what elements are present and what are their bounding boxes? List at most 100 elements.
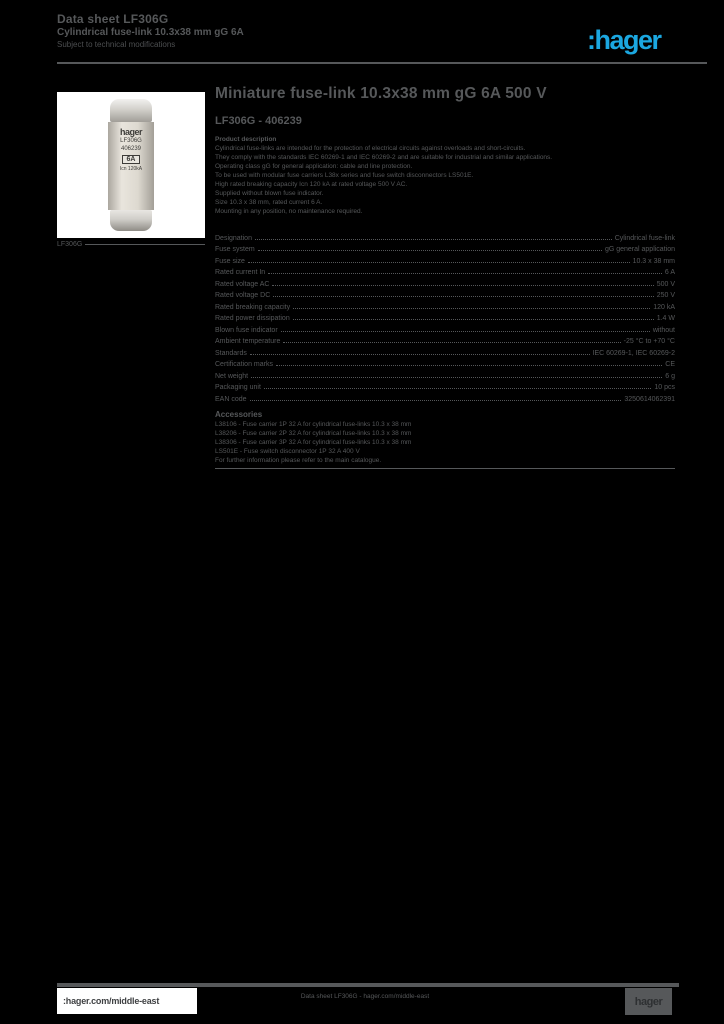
footer-logo-block: hager	[625, 988, 672, 1015]
accessories-line: L38306 - Fuse carrier 3P 32 A for cylind…	[215, 438, 412, 446]
description-line: Supplied without blown fuse indicator.	[215, 190, 324, 197]
spec-value: CE	[665, 361, 675, 368]
leader-line	[247, 261, 630, 263]
description-line: Mounting in any position, no maintenance…	[215, 208, 363, 215]
description-line: Size 10.3 x 38 mm, rated current 6 A.	[215, 199, 323, 206]
spec-value: 120 kA	[653, 303, 675, 311]
leader-line	[251, 376, 663, 378]
header-line-3: Subject to technical modifications	[57, 40, 176, 49]
header-divider	[57, 62, 707, 64]
accessories-line: L38106 - Fuse carrier 1P 32 A for cylind…	[215, 420, 412, 428]
leader-line	[273, 296, 654, 297]
description-block: Cylindrical fuse-links are intended for …	[215, 144, 675, 216]
leader-line	[280, 330, 650, 332]
spec-row: Certification marks CE	[215, 357, 675, 368]
leader-line	[272, 284, 654, 286]
spec-value: 6 A	[664, 269, 675, 276]
header-text-block: Data sheet LF306G Cylindrical fuse-link …	[57, 13, 297, 50]
spec-label: Rated power dissipation	[215, 315, 290, 322]
description-line: Cylindrical fuse-links are intended for …	[215, 145, 526, 152]
spec-label: Rated breaking capacity	[215, 303, 291, 311]
spec-label: Rated voltage DC	[215, 292, 271, 299]
leader-line	[283, 342, 621, 343]
section-divider	[215, 467, 675, 469]
spec-value: 1.4 W	[656, 315, 675, 322]
footer-center-text: Data sheet LF306G - hager.com/middle-eas…	[300, 993, 430, 1000]
spec-row: Standards IEC 60269-1, IEC 60269-2	[215, 345, 675, 357]
fuse-rating-label: 6A	[121, 155, 141, 164]
spec-label: Fuse size	[215, 257, 245, 265]
footer-website-link[interactable]: :hager.com/middle-east	[57, 988, 197, 1014]
leader-line	[263, 388, 652, 389]
description-line: They comply with the standards IEC 60269…	[215, 154, 553, 161]
spec-label: Standards	[215, 349, 247, 357]
accessories-line: For further information please refer to …	[215, 456, 382, 464]
main-content: Miniature fuse-link 10.3x38 mm gG 6A 500…	[215, 85, 675, 469]
spec-row: EAN code 3250614062391	[215, 391, 675, 403]
fuse-body: hager LF306G 406239 6A Icn 120kA	[108, 122, 154, 210]
spec-label: Ambient temperature	[215, 338, 281, 345]
footer-divider-bar	[57, 983, 679, 987]
photo-caption-row: LF306G	[57, 240, 205, 249]
accessories-block: L38106 - Fuse carrier 1P 32 A for cylind…	[215, 420, 675, 465]
spec-value: 3250614062391	[624, 395, 675, 403]
product-photo: hager LF306G 406239 6A Icn 120kA	[57, 92, 205, 238]
spec-value: 10.3 x 38 mm	[632, 257, 675, 265]
photo-caption: LF306G	[57, 241, 83, 248]
leader-line	[254, 238, 612, 240]
spec-value: -25 °C to +70 °C	[623, 338, 675, 345]
hager-logo: :hager	[587, 25, 662, 55]
spec-row: Rated current In 6 A	[215, 265, 675, 276]
leader-line	[249, 353, 590, 355]
spec-row: Fuse system gG general application	[215, 242, 675, 253]
spec-value: without	[652, 326, 675, 334]
spec-label: Net weight	[215, 372, 249, 380]
fuse-brand-label: hager	[119, 127, 143, 137]
spec-label: Fuse system	[215, 246, 255, 253]
fuse-reference-label: LF306G	[120, 138, 142, 144]
fuse-code-label: 406239	[120, 146, 142, 152]
spec-value: 6 g	[665, 372, 675, 380]
description-line: High rated breaking capacity Icn 120 kA …	[215, 181, 408, 188]
leader-line	[257, 250, 602, 251]
spec-row: Net weight 6 g	[215, 368, 675, 380]
description-heading: Product description	[215, 136, 277, 143]
spec-label: Packaging unit	[215, 384, 261, 391]
spec-row: Rated voltage DC 250 V	[215, 288, 675, 299]
description-line: Operating class gG for general applicati…	[215, 163, 413, 170]
spec-value: 500 V	[656, 280, 675, 288]
caption-divider	[85, 244, 205, 245]
spec-row: Packaging unit 10 pcs	[215, 380, 675, 391]
spec-row: Fuse size 10.3 x 38 mm	[215, 253, 675, 265]
spec-value: 10 pcs	[654, 384, 675, 391]
spec-table: Designation Cylindrical fuse-link Fuse sy…	[215, 230, 675, 403]
spec-row: Designation Cylindrical fuse-link	[215, 230, 675, 242]
spec-value: gG general application	[604, 246, 675, 253]
spec-label: Certification marks	[215, 361, 273, 368]
accessories-line: L38206 - Fuse carrier 2P 32 A for cylind…	[215, 429, 412, 437]
spec-label: Blown fuse indicator	[215, 326, 278, 334]
spec-row: Rated voltage AC 500 V	[215, 276, 675, 288]
spec-row: Rated breaking capacity 120 kA	[215, 299, 675, 311]
spec-value: IEC 60269-1, IEC 60269-2	[592, 349, 676, 357]
product-reference: LF306G - 406239	[215, 115, 302, 127]
leader-line	[249, 399, 622, 401]
spec-value: Cylindrical fuse-link	[614, 234, 675, 242]
spec-label: EAN code	[215, 395, 247, 403]
spec-label: Rated voltage AC	[215, 280, 270, 288]
leader-line	[292, 319, 654, 320]
spec-row: Ambient temperature -25 °C to +70 °C	[215, 334, 675, 345]
fuse-top-cap	[110, 99, 152, 122]
fuse-breaking-label: Icn 120kA	[119, 166, 143, 172]
accessories-line: LS501E - Fuse switch disconnector 1P 32 …	[215, 447, 360, 455]
header-line-2: Cylindrical fuse-link 10.3x38 mm gG 6A	[57, 27, 244, 38]
spec-row: Rated power dissipation 1.4 W	[215, 311, 675, 322]
fuse-bottom-cap	[110, 210, 152, 231]
header-line-1: Data sheet LF306G	[57, 12, 169, 26]
leader-line	[268, 273, 662, 274]
spec-row: Blown fuse indicator without	[215, 322, 675, 334]
leader-line	[275, 365, 663, 366]
description-line: To be used with modular fuse carriers L3…	[215, 172, 474, 179]
leader-line	[293, 307, 651, 309]
spec-value: 250 V	[656, 292, 675, 299]
